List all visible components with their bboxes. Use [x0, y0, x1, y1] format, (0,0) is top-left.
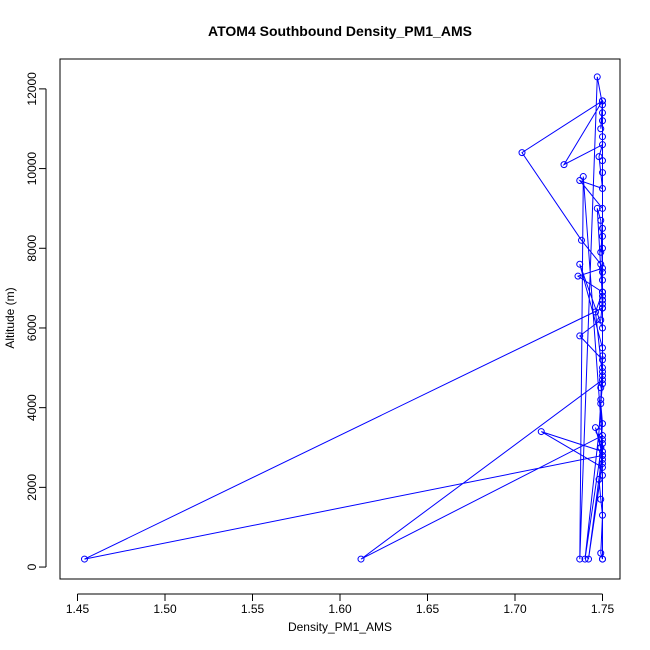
- data-point: [595, 153, 603, 161]
- data-point: [599, 169, 606, 177]
- data-point: [599, 264, 606, 272]
- data-point: [599, 364, 606, 372]
- y-tick-label: 6000: [25, 314, 39, 341]
- data-point: [599, 232, 606, 240]
- data-point: [595, 428, 603, 436]
- data-point: [595, 475, 603, 483]
- data-point: [597, 216, 605, 224]
- data-point: [597, 495, 605, 503]
- y-axis-label: Altitude (m): [3, 287, 17, 348]
- y-tick-label: 8000: [25, 235, 39, 262]
- data-point: [597, 400, 605, 408]
- data-series: [81, 73, 606, 563]
- data-point: [599, 268, 606, 276]
- x-tick-label: 1.55: [241, 602, 265, 616]
- data-point: [597, 444, 605, 452]
- data-point: [599, 157, 606, 165]
- data-point: [599, 141, 606, 149]
- y-tick-label: 12000: [25, 72, 39, 106]
- data-point: [518, 149, 526, 157]
- data-point: [585, 555, 592, 563]
- x-tick-label: 1.70: [503, 602, 527, 616]
- series-line: [84, 76, 604, 560]
- data-point: [597, 396, 605, 404]
- x-tick-label: 1.45: [66, 602, 90, 616]
- data-point: [597, 260, 605, 268]
- data-point: [599, 101, 606, 109]
- data-point: [592, 424, 599, 432]
- data-point: [599, 420, 606, 428]
- data-point: [599, 292, 606, 300]
- data-point: [599, 471, 606, 479]
- data-point: [599, 432, 606, 440]
- data-point: [576, 332, 584, 340]
- data-point: [592, 308, 599, 316]
- data-point: [599, 296, 606, 304]
- data-point: [599, 440, 606, 448]
- x-tick-label: 1.60: [328, 602, 352, 616]
- data-point: [599, 352, 606, 360]
- data-point: [599, 372, 606, 380]
- data-point: [579, 173, 587, 181]
- data-point: [599, 344, 606, 352]
- data-point: [537, 428, 545, 436]
- x-axis-label: Density_PM1_AMS: [288, 620, 392, 634]
- data-point: [599, 436, 606, 444]
- data-point: [599, 324, 606, 332]
- y-tick-label: 10000: [25, 152, 39, 186]
- x-tick-label: 1.50: [153, 602, 177, 616]
- data-point: [599, 185, 606, 193]
- data-point: [576, 555, 584, 563]
- y-tick-label: 2000: [25, 474, 39, 501]
- data-point: [599, 376, 606, 384]
- x-tick-label: 1.65: [416, 602, 440, 616]
- data-point: [599, 288, 606, 296]
- data-point: [599, 555, 606, 563]
- data-point: [597, 316, 605, 324]
- data-point: [581, 555, 589, 563]
- data-point: [357, 555, 365, 563]
- y-tick-label: 0: [25, 563, 39, 570]
- data-point: [599, 459, 606, 467]
- chart-title: ATOM4 Southbound Density_PM1_AMS: [208, 23, 472, 39]
- data-point: [599, 447, 606, 455]
- data-point: [599, 244, 606, 252]
- data-point: [81, 555, 88, 563]
- y-axis: 0 2000 4000 6000 8000 10000 12000: [25, 72, 47, 570]
- data-point: [599, 368, 606, 376]
- data-point: [599, 356, 606, 364]
- data-point: [576, 177, 584, 185]
- x-axis: 1.45 1.50 1.55 1.60 1.65 1.70 1.75: [66, 593, 615, 616]
- data-point: [599, 109, 606, 117]
- data-point: [599, 451, 606, 459]
- plot-area-frame: [59, 58, 621, 580]
- data-point: [593, 204, 601, 212]
- data-point: [560, 161, 568, 169]
- data-point: [599, 380, 606, 388]
- data-point: [597, 384, 605, 392]
- data-point: [574, 272, 582, 280]
- data-point: [599, 224, 606, 232]
- y-tick-label: 4000: [25, 394, 39, 421]
- data-point: [576, 260, 584, 268]
- data-point: [599, 455, 606, 463]
- data-point: [599, 511, 606, 519]
- data-point: [599, 304, 606, 312]
- data-point: [599, 463, 606, 471]
- data-point: [597, 125, 605, 133]
- data-point: [599, 133, 606, 141]
- x-tick-label: 1.75: [591, 602, 615, 616]
- data-point: [599, 276, 606, 284]
- data-point: [599, 204, 606, 212]
- data-point: [593, 73, 601, 81]
- data-point: [597, 248, 605, 256]
- data-point: [599, 300, 606, 308]
- data-point: [599, 97, 606, 105]
- data-point: [599, 117, 606, 125]
- data-point: [578, 236, 585, 244]
